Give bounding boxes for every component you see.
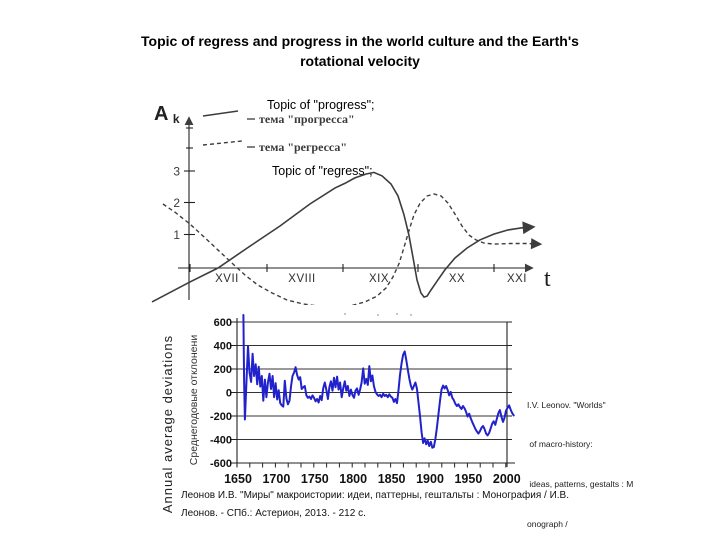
faded-title-remnant bbox=[343, 312, 413, 317]
top-x-ticks bbox=[189, 264, 495, 272]
b-ytick-0: 0 bbox=[226, 388, 232, 400]
top-xtick-xix: XIX bbox=[369, 273, 389, 285]
legend-progress-label: тема "прогресса" bbox=[259, 112, 355, 126]
caption-line: Леонов И.В. "Миры" макроистории: идеи, п… bbox=[181, 490, 569, 501]
b-xtick-2000: 2000 bbox=[493, 472, 521, 486]
top-xtick-xvii: XVII bbox=[215, 273, 239, 285]
top-chart: 3 2 1 XVII XVIII XIX XX XXI t A k тема "… bbox=[151, 98, 551, 305]
top-x-axis-title: t bbox=[544, 266, 551, 292]
b-xtick-1950: 1950 bbox=[454, 472, 482, 486]
bottom-gridlines bbox=[237, 321, 507, 440]
top-ytick-3: 3 bbox=[173, 165, 180, 179]
regress-curve bbox=[162, 193, 543, 305]
b-xtick-1850: 1850 bbox=[378, 472, 406, 486]
b-xtick-1900: 1900 bbox=[416, 472, 444, 486]
progress-curve bbox=[151, 171, 536, 303]
b-xtick-1650: 1650 bbox=[224, 472, 252, 486]
b-xtick-1700: 1700 bbox=[262, 472, 290, 486]
legend-solid-sample bbox=[202, 110, 239, 117]
b-ytick-m600: -600 bbox=[210, 458, 232, 470]
b-ytick-m200: -200 bbox=[210, 411, 232, 423]
top-y-axis-title: A k bbox=[154, 103, 180, 126]
b-ytick-m400: -400 bbox=[210, 435, 232, 447]
b-ytick-200: 200 bbox=[214, 364, 232, 376]
b-ytick-600: 600 bbox=[214, 317, 232, 329]
top-y-tick-marks bbox=[184, 127, 195, 236]
legend-regress-label: тема "регресса" bbox=[259, 140, 347, 154]
top-xtick-xx: XX bbox=[449, 273, 465, 285]
top-legend: тема "прогресса" тема "регресса" bbox=[202, 110, 355, 154]
slide-title: Topic of regress and progress in the wor… bbox=[141, 33, 579, 70]
regress-annotation: Topic of "regress"; bbox=[272, 164, 373, 178]
citation-line: of macro-history: bbox=[527, 439, 593, 450]
caption-line: Леонов. - СПб.: Астерион, 2013. - 212 с. bbox=[181, 508, 366, 519]
citation-line: onograph / bbox=[527, 519, 568, 530]
citation-line: I.V. Leonov. "Worlds" bbox=[527, 399, 606, 410]
bottom-ylabel-ru: Среднегодовые отклонени bbox=[188, 335, 200, 466]
top-ytick-1: 1 bbox=[173, 228, 180, 242]
caption-bottom: Леонов И.В. "Миры" макроистории: идеи, п… bbox=[181, 487, 581, 523]
legend-dashed-sample bbox=[202, 140, 243, 146]
top-xtick-xxi: XXI bbox=[507, 273, 527, 285]
bottom-x-minor-ticks bbox=[236, 463, 507, 468]
bottom-ylabel-en: Annual average deviations bbox=[160, 335, 175, 513]
deviation-series bbox=[242, 314, 515, 449]
b-ytick-400: 400 bbox=[214, 341, 232, 353]
bottom-chart: 600 400 200 0 -200 -400 -600 1650 1700 1… bbox=[160, 312, 521, 513]
b-xtick-1800: 1800 bbox=[339, 472, 367, 486]
b-xtick-1750: 1750 bbox=[301, 472, 329, 486]
bottom-y-tick-marks bbox=[231, 321, 512, 464]
progress-annotation: Topic of "progress"; bbox=[267, 98, 375, 112]
top-xtick-xviii: XVIII bbox=[288, 273, 315, 285]
citation-right: I.V. Leonov. "Worlds" of macro-history: … bbox=[527, 372, 712, 540]
citation-line: ideas, patterns, gestalts : M bbox=[527, 479, 634, 490]
top-ytick-2: 2 bbox=[173, 196, 180, 210]
